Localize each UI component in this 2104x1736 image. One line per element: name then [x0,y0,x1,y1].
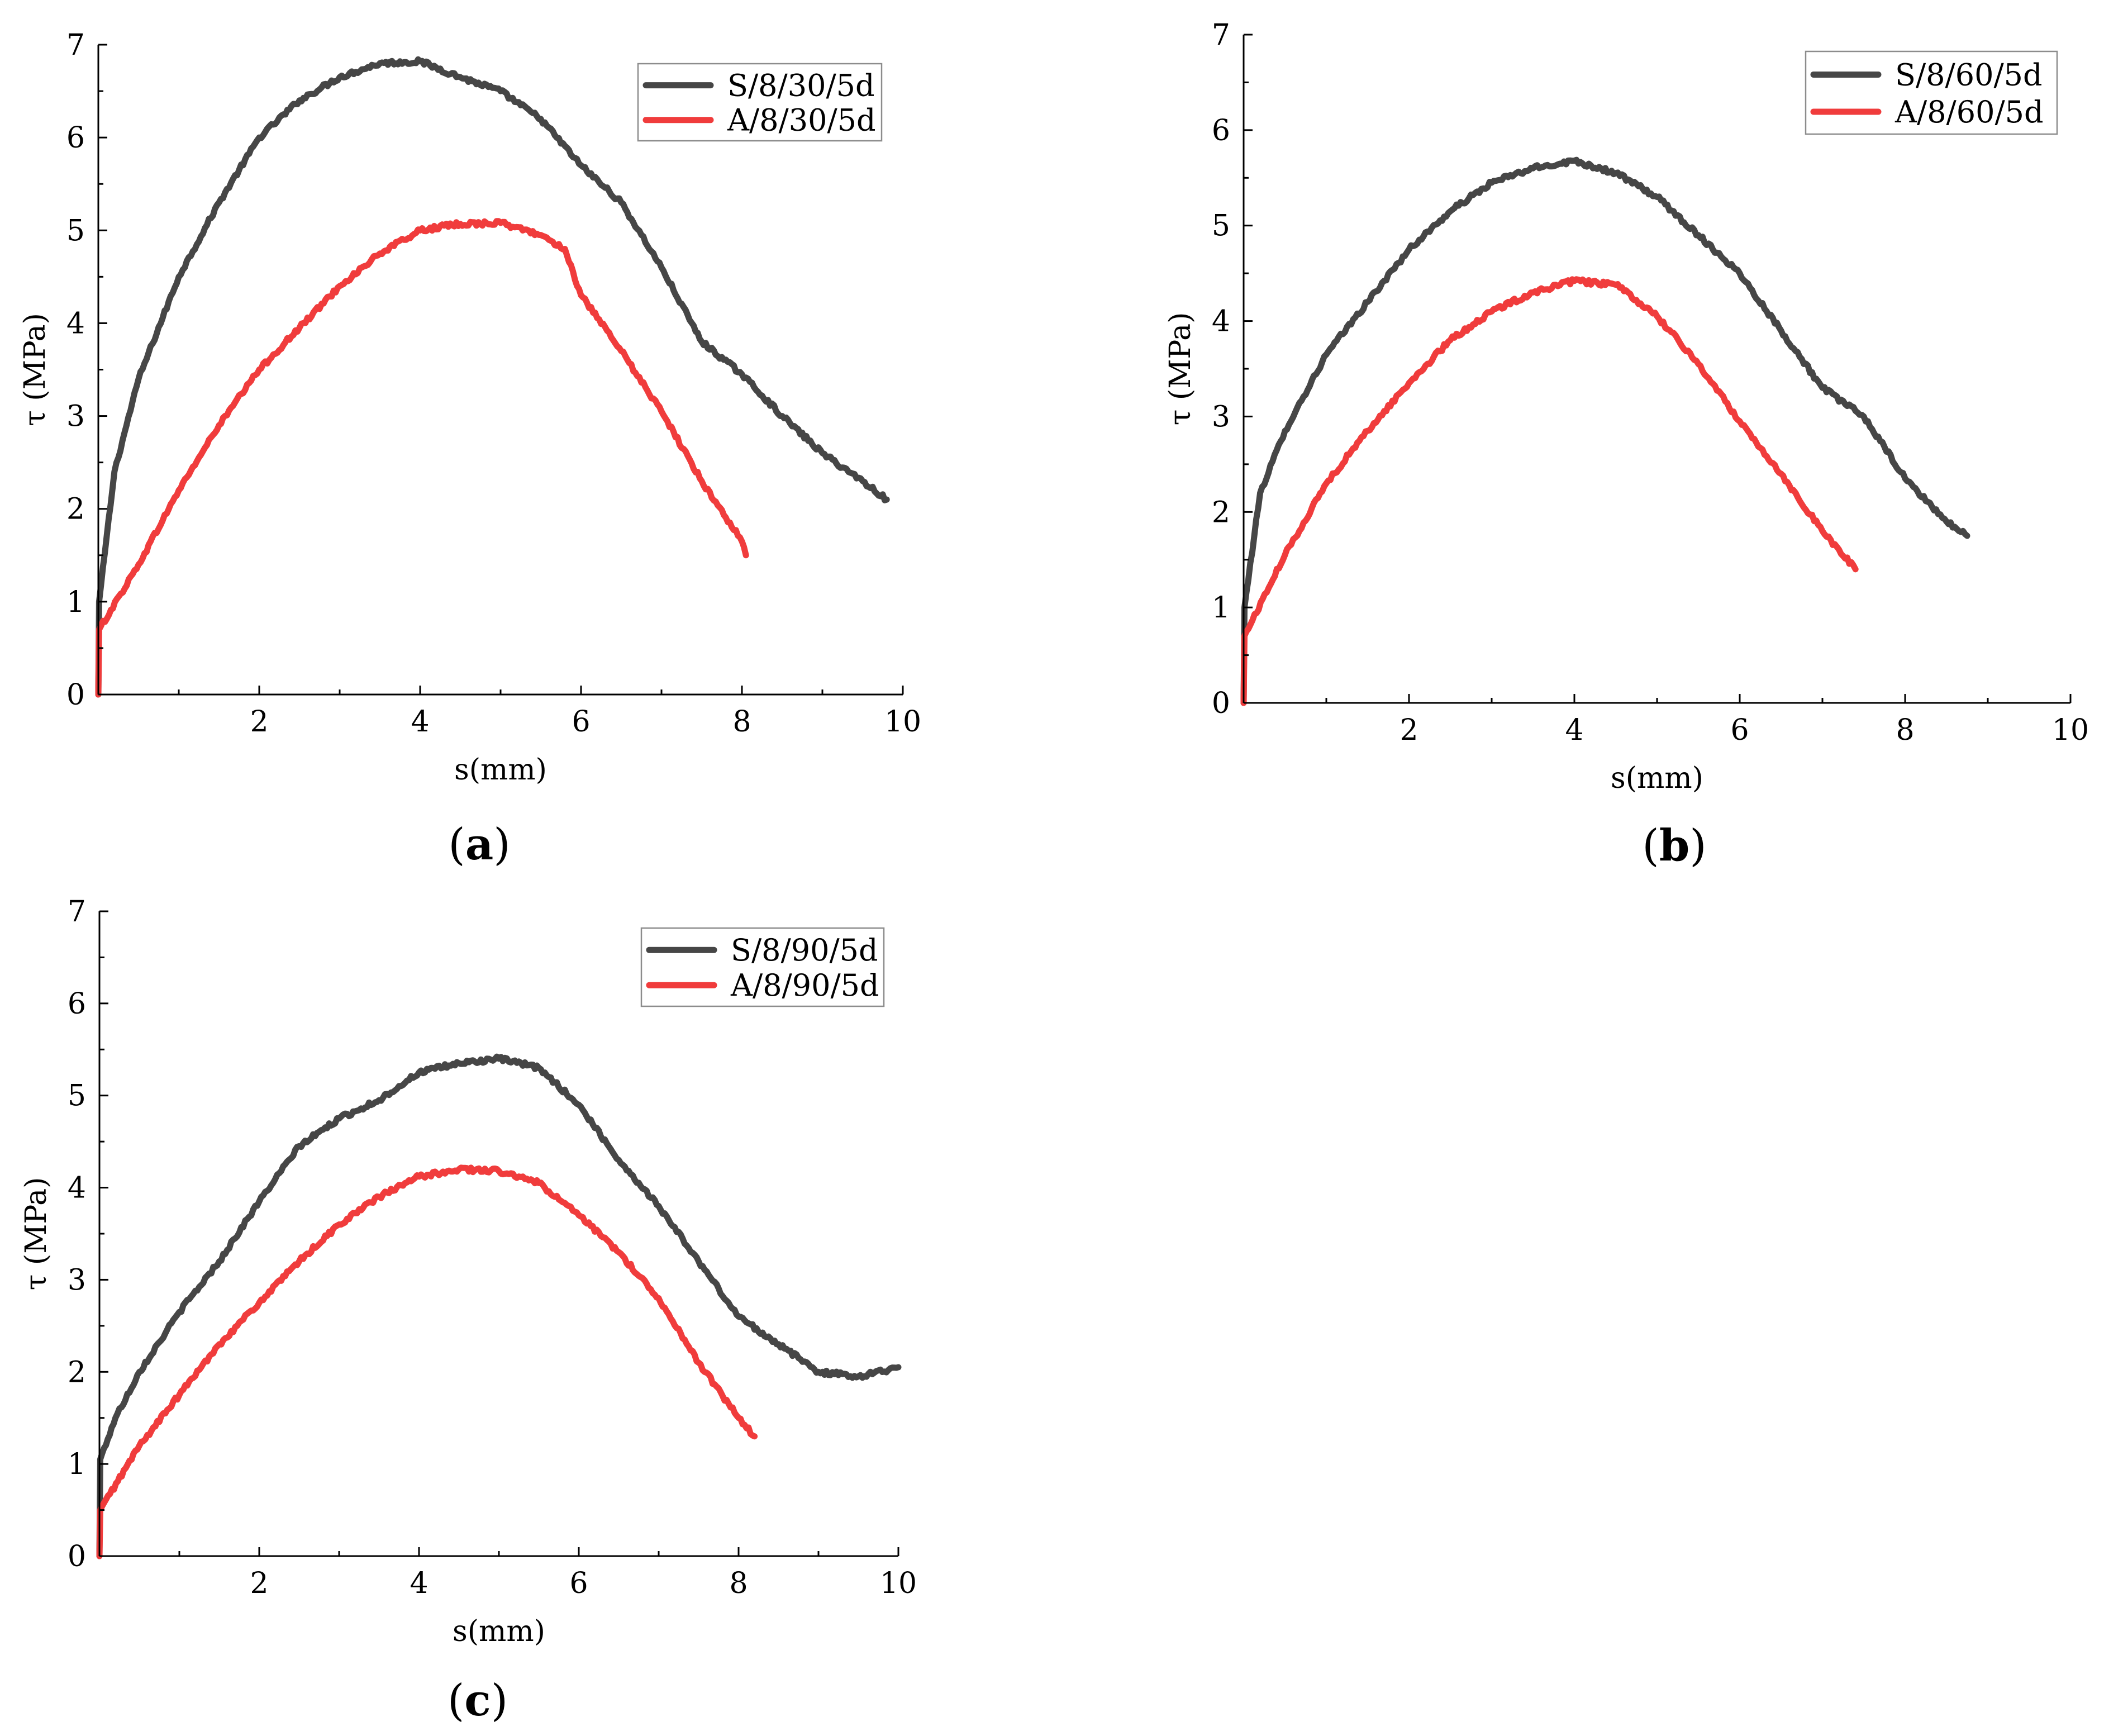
x-tick-label: 6 [1730,714,1749,747]
legend-box [640,927,885,1007]
y-tick-label: 2 [1212,496,1230,529]
legend-box [637,63,883,142]
y-tick-label: 5 [66,214,85,248]
y-tick-label: 1 [1212,591,1230,625]
legend-label: A/8/90/5d [730,968,879,1003]
legend-box [1805,50,2058,135]
x-tick-label: 8 [732,705,751,739]
y-axis-title: τ (MPa) [18,313,52,426]
y-axis-title: τ (MPa) [20,1177,53,1291]
x-tick-label: 10 [880,1567,917,1600]
y-tick-label: 4 [68,1172,86,1205]
series-line-S-8-90-5d [96,1053,902,1559]
series-line-A-8-30-5d [95,218,749,698]
y-tick-label: 3 [1212,400,1230,434]
y-axis-title: τ (MPa) [1164,312,1197,426]
y-tick-label: 0 [1212,687,1230,720]
x-tick-label: 2 [250,705,268,739]
y-tick-label: 0 [68,1540,86,1573]
legend-label: S/8/60/5d [1895,57,2043,92]
y-tick-label: 1 [68,1448,86,1481]
x-tick-label: 10 [884,705,921,739]
panel-label: (a) [448,819,510,870]
panel-b: 0 1 2 3 4 5 6 7 2 4 6 8 10 S/8/60/5dA/8/60/5d τ (MPa… [1164,18,2089,871]
legend-label: A/8/60/5d [1894,94,2044,130]
y-tick-label: 6 [68,987,86,1021]
panel-label: (b) [1642,820,1706,871]
x-tick-label: 4 [410,1567,428,1600]
panel-label: (c) [448,1675,508,1726]
y-tick-label: 5 [68,1079,86,1113]
y-tick-label: 6 [66,121,85,155]
y-tick-label: 0 [66,678,85,712]
x-tick-label: 10 [2052,714,2089,747]
x-tick-label: 6 [569,1567,588,1600]
x-tick-label: 8 [729,1567,748,1600]
series-line-S-8-30-5d [95,56,890,698]
series-line-A-8-90-5d [96,1164,758,1559]
y-tick-label: 5 [1212,210,1230,243]
y-tick-label: 3 [68,1263,86,1297]
legend-label: S/8/90/5d [731,933,878,968]
y-tick-label: 6 [1212,114,1230,148]
x-tick-label: 6 [572,705,590,739]
panel-c: 0 1 2 3 4 5 6 7 2 4 6 8 10 S/8/90/5dA/8/90/5d τ (MPa… [20,895,917,1726]
x-axis-title: s(mm) [453,1615,545,1648]
x-tick-label: 2 [1400,714,1418,747]
y-tick-label: 2 [68,1355,86,1389]
x-tick-label: 4 [411,705,429,739]
x-axis-title: s(mm) [1611,762,1703,795]
series-line-A-8-60-5d [1240,276,1859,706]
panel-a: 0 1 2 3 4 5 6 7 2 4 6 8 10 S/8/30/5dA/8/30/5d τ (MPa… [18,28,921,870]
y-tick-label: 1 [66,586,85,619]
legend-label: A/8/30/5d [727,103,876,138]
legend-label: S/8/30/5d [727,68,875,103]
y-tick-label: 7 [1212,18,1230,52]
y-tick-label: 7 [68,895,86,929]
x-tick-label: 2 [250,1567,268,1600]
y-tick-label: 4 [1212,305,1230,339]
y-tick-label: 3 [66,400,85,434]
x-tick-label: 4 [1565,714,1583,747]
x-tick-label: 8 [1896,714,1914,747]
y-tick-label: 7 [66,28,85,62]
y-tick-label: 2 [66,493,85,526]
x-axis-title: s(mm) [454,753,547,787]
y-tick-label: 4 [66,307,85,340]
series-line-S-8-60-5d [1240,156,1970,706]
